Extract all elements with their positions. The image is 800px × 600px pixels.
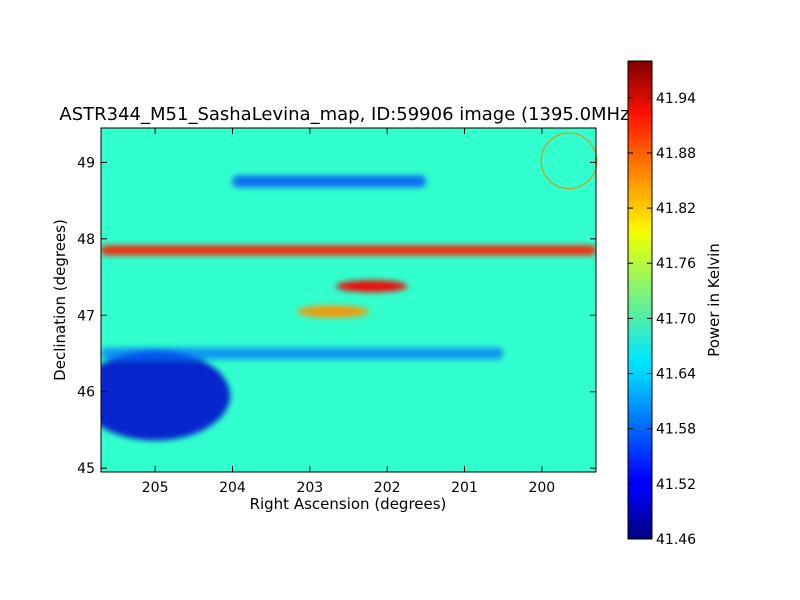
colorbar-ticks: 41.46 41.52 41.58 41.64 41.70 41.76 41.82 41.88… [628, 91, 696, 548]
colorbar-tick-label: 41.70 [656, 311, 696, 327]
colorbar-tick-label: 41.52 [656, 477, 696, 493]
y-tick-label: 49 [77, 155, 95, 171]
heatmap-stripe-5 [101, 347, 504, 360]
colorbar-gradient [627, 60, 653, 540]
y-axis-ticks: 45 46 47 48 49 [77, 155, 596, 477]
beam-circle [540, 132, 598, 190]
chart-title: ASTR344_M51_SashaLevina_map, ID:59906 im… [59, 104, 636, 125]
colorbar-tick-label: 41.88 [656, 146, 696, 162]
colorbar: 41.46 41.52 41.58 41.64 41.70 41.76 41.82 41.88… [627, 60, 723, 548]
colorbar-tick-label: 41.58 [656, 422, 696, 438]
heatmap-ridge-0 [101, 245, 596, 256]
y-tick-label: 46 [77, 385, 95, 401]
y-axis-label: Declination (degrees) [51, 219, 69, 381]
x-axis-label: Right Ascension (degrees) [250, 495, 447, 513]
x-axis-ticks: 205 204 203 202 201 200 [142, 128, 555, 496]
heatmap-blob-2 [297, 305, 370, 318]
heatmap-stripe-4 [232, 175, 426, 188]
y-tick-label: 45 [77, 461, 95, 477]
x-tick-label: 205 [142, 480, 169, 496]
colorbar-tick-label: 41.82 [656, 201, 696, 217]
x-tick-label: 200 [528, 480, 555, 496]
x-tick-label: 204 [219, 480, 246, 496]
heatmap-features [101, 175, 596, 441]
colorbar-tick-label: 41.64 [656, 367, 696, 383]
plot-frame [100, 127, 597, 473]
heatmap-blob-1 [335, 280, 408, 293]
heatmap [101, 128, 596, 472]
x-tick-label: 203 [296, 480, 323, 496]
colorbar-tick-label: 41.76 [656, 256, 696, 272]
y-tick-label: 47 [77, 308, 95, 324]
x-tick-label: 201 [451, 480, 478, 496]
colorbar-label: Power in Kelvin [705, 243, 723, 357]
y-tick-label: 48 [77, 232, 95, 248]
colorbar-tick-label: 41.94 [656, 91, 696, 107]
colorbar-tick-label: 41.46 [656, 532, 696, 548]
x-tick-label: 202 [374, 480, 401, 496]
heatmap-region-3 [101, 350, 231, 441]
